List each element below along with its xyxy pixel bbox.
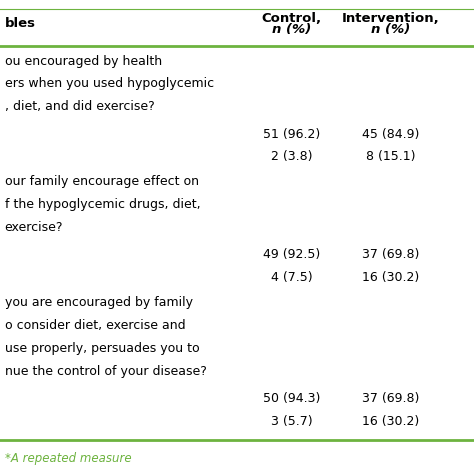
Text: 2 (3.8): 2 (3.8): [271, 150, 312, 163]
Text: Intervention,: Intervention,: [342, 12, 440, 25]
Text: ou encouraged by health: ou encouraged by health: [5, 55, 162, 67]
Text: Control,: Control,: [262, 12, 321, 25]
Text: 51 (96.2): 51 (96.2): [263, 128, 320, 140]
Text: 16 (30.2): 16 (30.2): [363, 271, 419, 284]
Text: n (%): n (%): [372, 23, 410, 36]
Text: 50 (94.3): 50 (94.3): [263, 392, 320, 405]
Text: 49 (92.5): 49 (92.5): [263, 248, 320, 261]
Text: use properly, persuades you to: use properly, persuades you to: [5, 342, 200, 355]
Text: bles: bles: [5, 17, 36, 29]
Text: f the hypoglycemic drugs, diet,: f the hypoglycemic drugs, diet,: [5, 198, 201, 211]
Text: exercise?: exercise?: [5, 221, 63, 234]
Text: 16 (30.2): 16 (30.2): [363, 415, 419, 428]
Text: 4 (7.5): 4 (7.5): [271, 271, 312, 284]
Text: 8 (15.1): 8 (15.1): [366, 150, 416, 163]
Text: 37 (69.8): 37 (69.8): [362, 248, 420, 261]
Text: o consider diet, exercise and: o consider diet, exercise and: [5, 319, 185, 332]
Text: ers when you used hypoglycemic: ers when you used hypoglycemic: [5, 77, 214, 90]
Text: you are encouraged by family: you are encouraged by family: [5, 296, 193, 309]
Text: 37 (69.8): 37 (69.8): [362, 392, 420, 405]
Text: , diet, and did exercise?: , diet, and did exercise?: [5, 100, 155, 113]
Text: n (%): n (%): [272, 23, 311, 36]
Text: *A repeated measure: *A repeated measure: [5, 452, 131, 465]
Text: our family encourage effect on: our family encourage effect on: [5, 175, 199, 188]
Text: 3 (5.7): 3 (5.7): [271, 415, 312, 428]
Text: 45 (84.9): 45 (84.9): [362, 128, 420, 140]
Text: nue the control of your disease?: nue the control of your disease?: [5, 365, 207, 377]
